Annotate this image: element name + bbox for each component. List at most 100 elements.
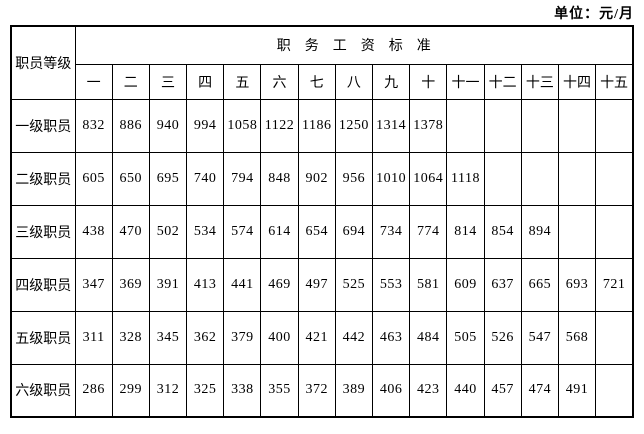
grade-row-label: 六级职员 [10,363,76,418]
salary-cell: 1064 [409,151,448,206]
grade-column-header: 三 [148,63,188,100]
salary-cell: 345 [148,310,188,365]
salary-cell: 423 [409,363,448,418]
salary-cell-empty [483,98,522,153]
salary-cell: 311 [74,310,113,365]
group-header-row: 职员等级 职务工资标准 [10,25,634,100]
salary-cell-empty [557,204,597,259]
salary-cell: 312 [148,363,188,418]
salary-cell: 491 [557,363,597,418]
grade-column-header: 七 [297,63,336,100]
salary-cell: 956 [334,151,374,206]
salary-cell: 650 [111,151,150,206]
salary-cell: 848 [260,151,299,206]
salary-cell: 1010 [371,151,411,206]
grade-column-header: 十二 [483,63,522,100]
table-row: 二级职员 605 650 695 740 794 848 902 956 1010 1064 1118 [10,151,634,206]
salary-cell: 1058 [223,98,262,153]
salary-cell: 1118 [446,151,485,206]
salary-cell: 902 [297,151,336,206]
salary-cell: 534 [186,204,225,259]
salary-cell: 484 [409,310,448,365]
salary-cell-empty [557,151,597,206]
grade-row-label: 四级职员 [10,257,76,312]
salary-cell: 286 [74,363,113,418]
salary-cell: 470 [111,204,150,259]
salary-cell: 440 [446,363,485,418]
salary-cell: 568 [557,310,597,365]
salary-cell: 894 [520,204,559,259]
salary-cell-empty [595,98,634,153]
salary-cell: 391 [148,257,188,312]
salary-cell-empty [520,151,559,206]
grade-column-header: 二 [111,63,150,100]
salary-cell: 609 [446,257,485,312]
salary-cell: 886 [111,98,150,153]
salary-cell: 654 [297,204,336,259]
salary-cell: 379 [223,310,262,365]
grade-column-header: 十三 [520,63,559,100]
table-row: 六级职员 286 299 312 325 338 355 372 389 406 423 440 457… [10,363,634,418]
salary-cell: 994 [186,98,225,153]
salary-cell: 695 [148,151,188,206]
group-header: 职务工资标准 [74,25,634,65]
salary-cell: 362 [186,310,225,365]
salary-cell: 369 [111,257,150,312]
salary-cell: 1122 [260,98,299,153]
grade-columns-row: 一二三四五六七八九十十一 十二 十三 十四 十五 [11,63,634,100]
corner-header: 职员等级 [10,25,76,100]
grade-column-header: 五 [223,63,262,100]
salary-cell-empty [483,151,522,206]
salary-cell: 372 [297,363,336,418]
salary-table: 职员等级 职务工资标准 一二三四五六七八九十十一 十二 十三 十四 十五 一级职员 832… [10,25,634,418]
salary-cell: 505 [446,310,485,365]
salary-cell: 614 [260,204,299,259]
salary-cell: 581 [409,257,448,312]
salary-cell: 605 [74,151,113,206]
salary-cell: 1250 [334,98,374,153]
grade-column-header: 六 [260,63,299,100]
grade-row-label: 一级职员 [10,98,76,153]
salary-cell: 1186 [297,98,336,153]
salary-cell-empty [595,204,634,259]
salary-cell: 1314 [371,98,411,153]
grade-row-label: 五级职员 [10,310,76,365]
salary-cell: 441 [223,257,262,312]
salary-cell: 832 [74,98,113,153]
salary-cell: 389 [334,363,374,418]
salary-cell: 940 [148,98,188,153]
salary-cell: 338 [223,363,262,418]
salary-cell: 553 [371,257,411,312]
salary-cell: 502 [148,204,188,259]
salary-cell: 474 [520,363,559,418]
salary-cell: 526 [483,310,522,365]
table-row: 三级职员 438 470 502 534 574 614 654 694 734 774 814 854… [10,204,634,259]
salary-cell-empty [595,310,634,365]
salary-cell-empty [595,151,634,206]
salary-cell: 400 [260,310,299,365]
grade-column-header: 八 [334,63,374,100]
grade-row-label: 三级职员 [10,204,76,259]
salary-cell: 794 [223,151,262,206]
salary-cell: 665 [520,257,559,312]
salary-cell: 299 [111,363,150,418]
salary-cell: 693 [557,257,597,312]
salary-cell: 740 [186,151,225,206]
table-row: 四级职员 347 369 391 413 441 469 497 525 553 581 609 637… [10,257,634,312]
salary-cell: 547 [520,310,559,365]
salary-cell: 355 [260,363,299,418]
salary-cell-empty [595,363,634,418]
grade-row-label: 二级职员 [10,151,76,206]
salary-cell: 694 [334,204,374,259]
salary-cell: 325 [186,363,225,418]
table-row: 五级职员 311 328 345 362 379 400 421 442 463 484 505 526… [10,310,634,365]
salary-cell-empty [446,98,485,153]
salary-cell: 421 [297,310,336,365]
salary-cell: 497 [297,257,336,312]
salary-cell-empty [557,98,597,153]
salary-cell: 721 [595,257,634,312]
salary-cell: 438 [74,204,113,259]
grade-column-header: 十四 [557,63,597,100]
salary-cell: 814 [446,204,485,259]
